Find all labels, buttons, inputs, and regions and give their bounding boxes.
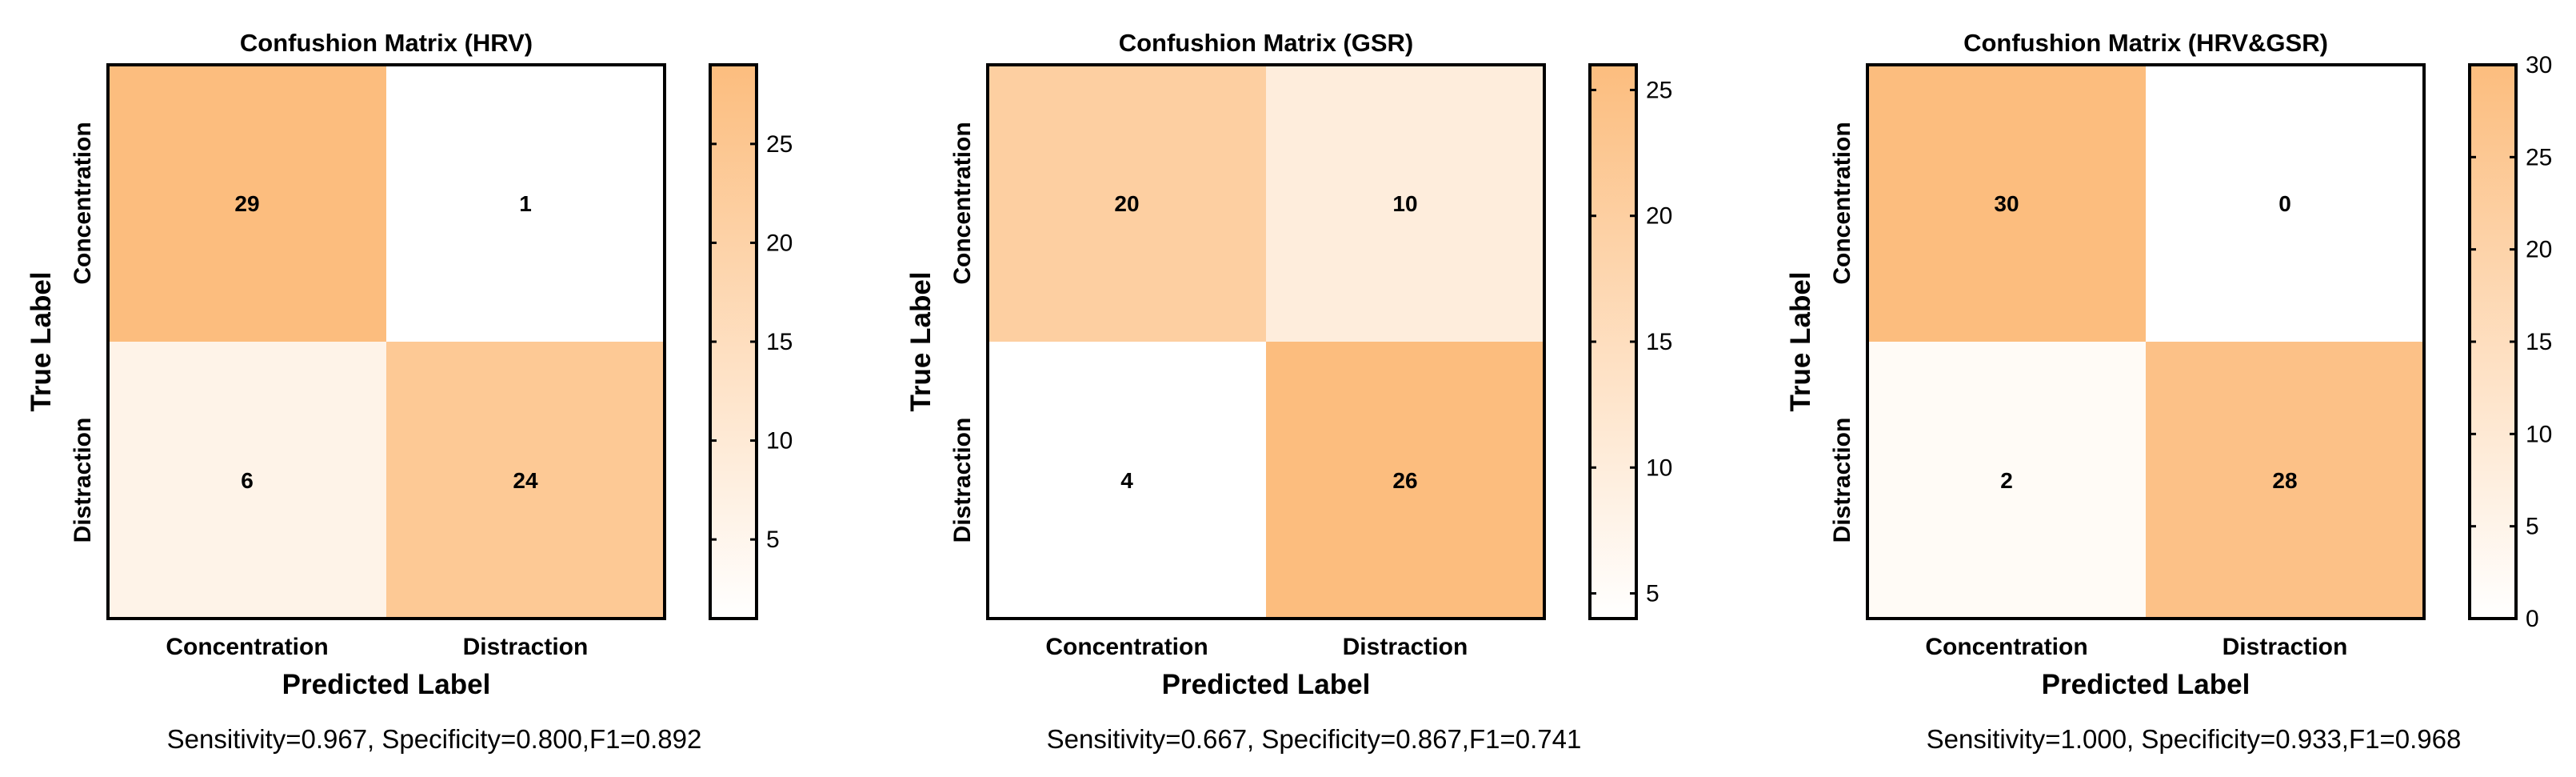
cell-value-label: 26: [1392, 468, 1417, 493]
x-tick-label: Distraction: [2223, 634, 2348, 660]
y-tick-label: Concentration: [1829, 122, 1855, 284]
x-tick-label: Concentration: [166, 634, 328, 660]
x-axis-label: Predicted Label: [282, 669, 491, 700]
colorbar-tick-label: 15: [766, 329, 793, 355]
metrics-text: Sensitivity=1.000, Specificity=0.933,F1=…: [1927, 724, 2462, 754]
colorbar-tick-label: 25: [766, 131, 793, 158]
colorbar-tick-label: 10: [2526, 421, 2552, 447]
colorbar-tick-label: 15: [2526, 329, 2552, 355]
heatmap-cell: [1266, 65, 1544, 342]
colorbar-tick-label: 5: [766, 527, 780, 553]
cell-value-label: 24: [513, 468, 538, 493]
cell-value-label: 30: [1994, 191, 2019, 216]
colorbar: [709, 63, 758, 620]
cell-value-label: 1: [519, 191, 532, 216]
heatmap-frame: [106, 63, 666, 620]
y-tick-label: Distraction: [1829, 418, 1855, 543]
heatmap-cell: [1867, 342, 2146, 619]
y-tick-label: Distraction: [949, 418, 976, 543]
chart-title: Confushion Matrix (HRV&GSR): [1963, 29, 2328, 57]
colorbar-tick-label: 20: [1646, 203, 1672, 230]
chart-panel-3: Confushion Matrix (HRV&GSR) 30 0 2 28 Concent…: [1785, 29, 2552, 754]
colorbar-tick-label: 10: [1646, 455, 1672, 481]
colorbar-tick-label: 10: [766, 428, 793, 455]
colorbar-tick-label: 5: [1646, 581, 1659, 607]
cell-value-label: 4: [1120, 468, 1133, 493]
heatmap-frame: [986, 63, 1546, 620]
cell-value-label: 29: [234, 191, 259, 216]
y-tick-label: Concentration: [949, 122, 976, 284]
cell-value-label: 0: [2278, 191, 2291, 216]
x-tick-label: Concentration: [1045, 634, 1208, 660]
heatmap-cell: [1867, 65, 2146, 342]
colorbar-tick-label: 25: [1646, 77, 1672, 103]
y-axis-label: True Label: [1785, 271, 1816, 411]
heatmap-frame: [1866, 63, 2426, 620]
colorbar: [2468, 63, 2518, 620]
heatmap-cell: [988, 342, 1266, 619]
cell-value-label: 28: [2272, 468, 2297, 493]
chart-title: Confushion Matrix (GSR): [1119, 29, 1414, 57]
colorbar-tick-label: 0: [2526, 606, 2539, 632]
cell-value-label: 10: [1392, 191, 1417, 216]
colorbar: [1588, 63, 1638, 620]
chart-title: Confushion Matrix (HRV): [240, 29, 533, 57]
metrics-text: Sensitivity=0.667, Specificity=0.867,F1=…: [1047, 724, 1582, 754]
y-tick-label: Concentration: [70, 122, 96, 284]
heatmap-cell: [2146, 65, 2424, 342]
x-axis-label: Predicted Label: [1162, 669, 1371, 700]
x-tick-label: Concentration: [1925, 634, 2087, 660]
y-axis-label: True Label: [26, 271, 57, 411]
heatmap-cell: [1266, 342, 1544, 619]
colorbar-tick-label: 15: [1646, 329, 1672, 355]
chart-panel-1: Confushion Matrix (HRV) 29 1 6 24 Concentrati…: [26, 29, 793, 754]
cell-value-label: 2: [2000, 468, 2013, 493]
heatmap-cell: [386, 65, 665, 342]
colorbar-tick-label: 25: [2526, 144, 2552, 170]
cell-value-label: 6: [241, 468, 254, 493]
heatmap-cell: [108, 342, 386, 619]
x-axis-label: Predicted Label: [2042, 669, 2251, 700]
y-tick-label: Distraction: [70, 418, 96, 543]
chart-panel-2: Confushion Matrix (GSR) 20 10 4 26 Concentrat…: [905, 29, 1672, 754]
heatmap-cell: [988, 65, 1266, 342]
heatmap-cell: [108, 65, 386, 342]
colorbar-tick-label: 20: [766, 230, 793, 256]
x-tick-label: Distraction: [1343, 634, 1468, 660]
colorbar-tick-label: 5: [2526, 514, 2539, 540]
x-tick-label: Distraction: [463, 634, 589, 660]
heatmap-cell: [2146, 342, 2424, 619]
cell-value-label: 20: [1114, 191, 1139, 216]
metrics-text: Sensitivity=0.967, Specificity=0.800,F1=…: [167, 724, 702, 754]
colorbar-tick-label: 30: [2526, 52, 2552, 78]
colorbar-tick-label: 20: [2526, 237, 2552, 263]
y-axis-label: True Label: [905, 271, 937, 411]
heatmap-cell: [386, 342, 665, 619]
